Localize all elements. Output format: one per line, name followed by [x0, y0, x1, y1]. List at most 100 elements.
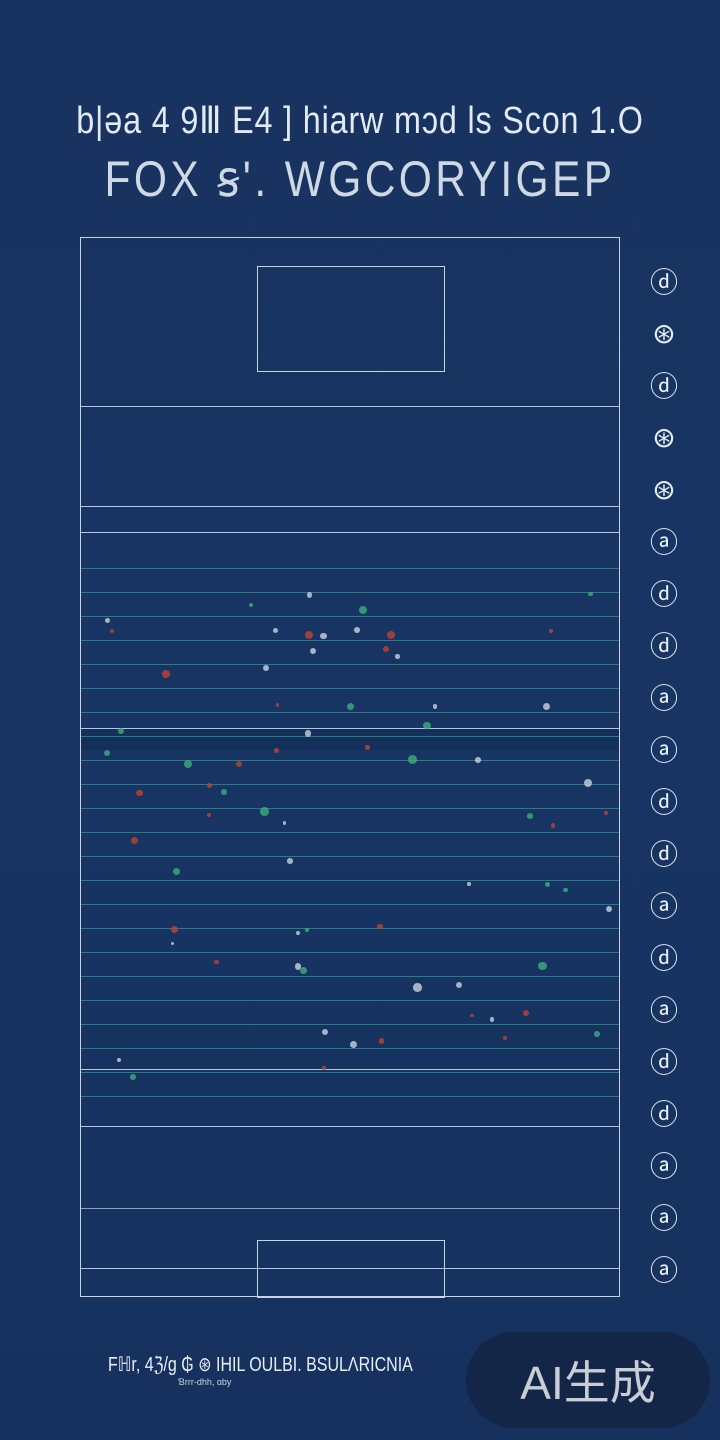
player-mark: [118, 727, 125, 734]
field-line: [81, 406, 619, 407]
player-mark: [295, 930, 300, 936]
player-mark: [320, 632, 327, 640]
player-mark: [489, 1017, 495, 1022]
player-mark: [593, 1030, 600, 1037]
player-mark: [549, 629, 553, 633]
player-mark: [456, 981, 463, 988]
player-mark: [395, 653, 401, 659]
player-mark: [526, 813, 533, 819]
side-glyph-icon: ⓓ: [649, 371, 678, 402]
field-stripe: [81, 904, 619, 905]
side-glyph-icon: ⊛: [652, 317, 676, 349]
player-mark: [543, 702, 551, 710]
side-glyph-icon: ⓓ: [649, 631, 678, 662]
side-glyph-icon: ⓐ: [649, 735, 678, 766]
field-line: [81, 1268, 619, 1269]
player-mark: [287, 857, 293, 864]
player-mark: [259, 807, 269, 816]
player-mark: [171, 941, 175, 945]
playing-field: [80, 237, 620, 1298]
player-mark: [321, 1065, 326, 1070]
player-mark: [467, 882, 472, 886]
player-mark: [354, 627, 360, 633]
field-line: [81, 532, 619, 533]
header-title-line1: b|ǝa 4 9Ⅲ E4 ] hiarw mɔd ls Scon 1.O: [76, 100, 644, 142]
field-line: [81, 1126, 619, 1127]
field-stripe: [81, 712, 619, 713]
player-mark: [305, 631, 314, 639]
field-line: [81, 728, 619, 729]
field-stripe: [81, 832, 619, 833]
player-mark: [173, 868, 181, 876]
player-mark: [378, 1038, 385, 1044]
field-stripe: [81, 784, 619, 785]
player-mark: [346, 702, 355, 711]
player-mark: [305, 928, 309, 932]
side-glyph-icon: ⓓ: [649, 787, 678, 818]
player-mark: [583, 779, 593, 788]
player-mark: [171, 926, 179, 934]
player-mark: [262, 664, 270, 672]
field-stripe: [81, 592, 619, 593]
player-mark: [522, 1009, 530, 1016]
player-mark: [249, 602, 254, 607]
field-stripe: [81, 736, 619, 737]
player-mark: [221, 789, 228, 795]
field-stripe: [81, 760, 619, 761]
footer-subtext: Ɓrrr-dhh, ɑby: [178, 1377, 232, 1387]
player-mark: [475, 756, 481, 763]
player-mark: [306, 592, 313, 599]
side-glyph-icon: ⊛: [652, 421, 676, 453]
player-mark: [503, 1036, 508, 1040]
player-mark: [423, 721, 431, 730]
midfield-band: [81, 728, 619, 750]
player-mark: [358, 605, 368, 615]
player-mark: [377, 923, 383, 930]
field-stripe: [81, 568, 619, 569]
field-line: [81, 1069, 619, 1070]
player-mark: [588, 591, 593, 597]
bottom-penalty-box: [257, 1240, 445, 1298]
player-mark: [603, 810, 608, 815]
player-mark: [214, 959, 219, 965]
player-mark: [350, 1041, 358, 1049]
field-stripe: [81, 1096, 619, 1097]
side-glyph-icon: ⓓ: [649, 1099, 678, 1130]
player-mark: [605, 905, 613, 912]
player-mark: [538, 961, 547, 971]
player-mark: [110, 628, 115, 633]
footer-text: Fℍr, 4ℨ/ɡ ₲ ⊛ IHIL OULBI. BSULΛRICNIA: [108, 1354, 413, 1376]
player-mark: [382, 645, 389, 652]
player-mark: [236, 760, 243, 767]
player-mark: [469, 1013, 474, 1018]
player-mark: [117, 1057, 122, 1062]
field-stripe: [81, 616, 619, 617]
player-mark: [282, 821, 287, 825]
field-stripe: [81, 688, 619, 689]
side-glyph-icon: ⓓ: [649, 943, 678, 974]
player-mark: [365, 745, 370, 750]
player-mark: [310, 648, 317, 655]
header-title-line2: FOX ꞩ'. WGCORYIGEP: [104, 151, 616, 207]
field-stripe: [81, 664, 619, 665]
side-glyph-icon: ⓐ: [649, 683, 678, 714]
player-mark: [273, 627, 279, 633]
side-glyph-icon: ⓐ: [649, 1203, 678, 1234]
side-glyph-icon: ⓐ: [649, 1151, 678, 1182]
field-stripe: [81, 856, 619, 857]
player-mark: [544, 881, 551, 888]
player-mark: [386, 630, 395, 639]
side-glyph-icon: ⓓ: [649, 579, 678, 610]
player-mark: [183, 760, 192, 769]
field-stripe: [81, 1048, 619, 1049]
player-mark: [413, 983, 422, 992]
field-stripe: [81, 1024, 619, 1025]
side-glyph-icon: ⓓ: [649, 267, 678, 298]
player-mark: [207, 813, 212, 817]
side-glyph-icon: ⓐ: [649, 527, 678, 558]
player-mark: [299, 967, 307, 975]
side-glyph-icon: ⓓ: [649, 1047, 678, 1078]
player-mark: [162, 670, 170, 679]
player-mark: [321, 1029, 328, 1036]
player-mark: [103, 749, 110, 757]
